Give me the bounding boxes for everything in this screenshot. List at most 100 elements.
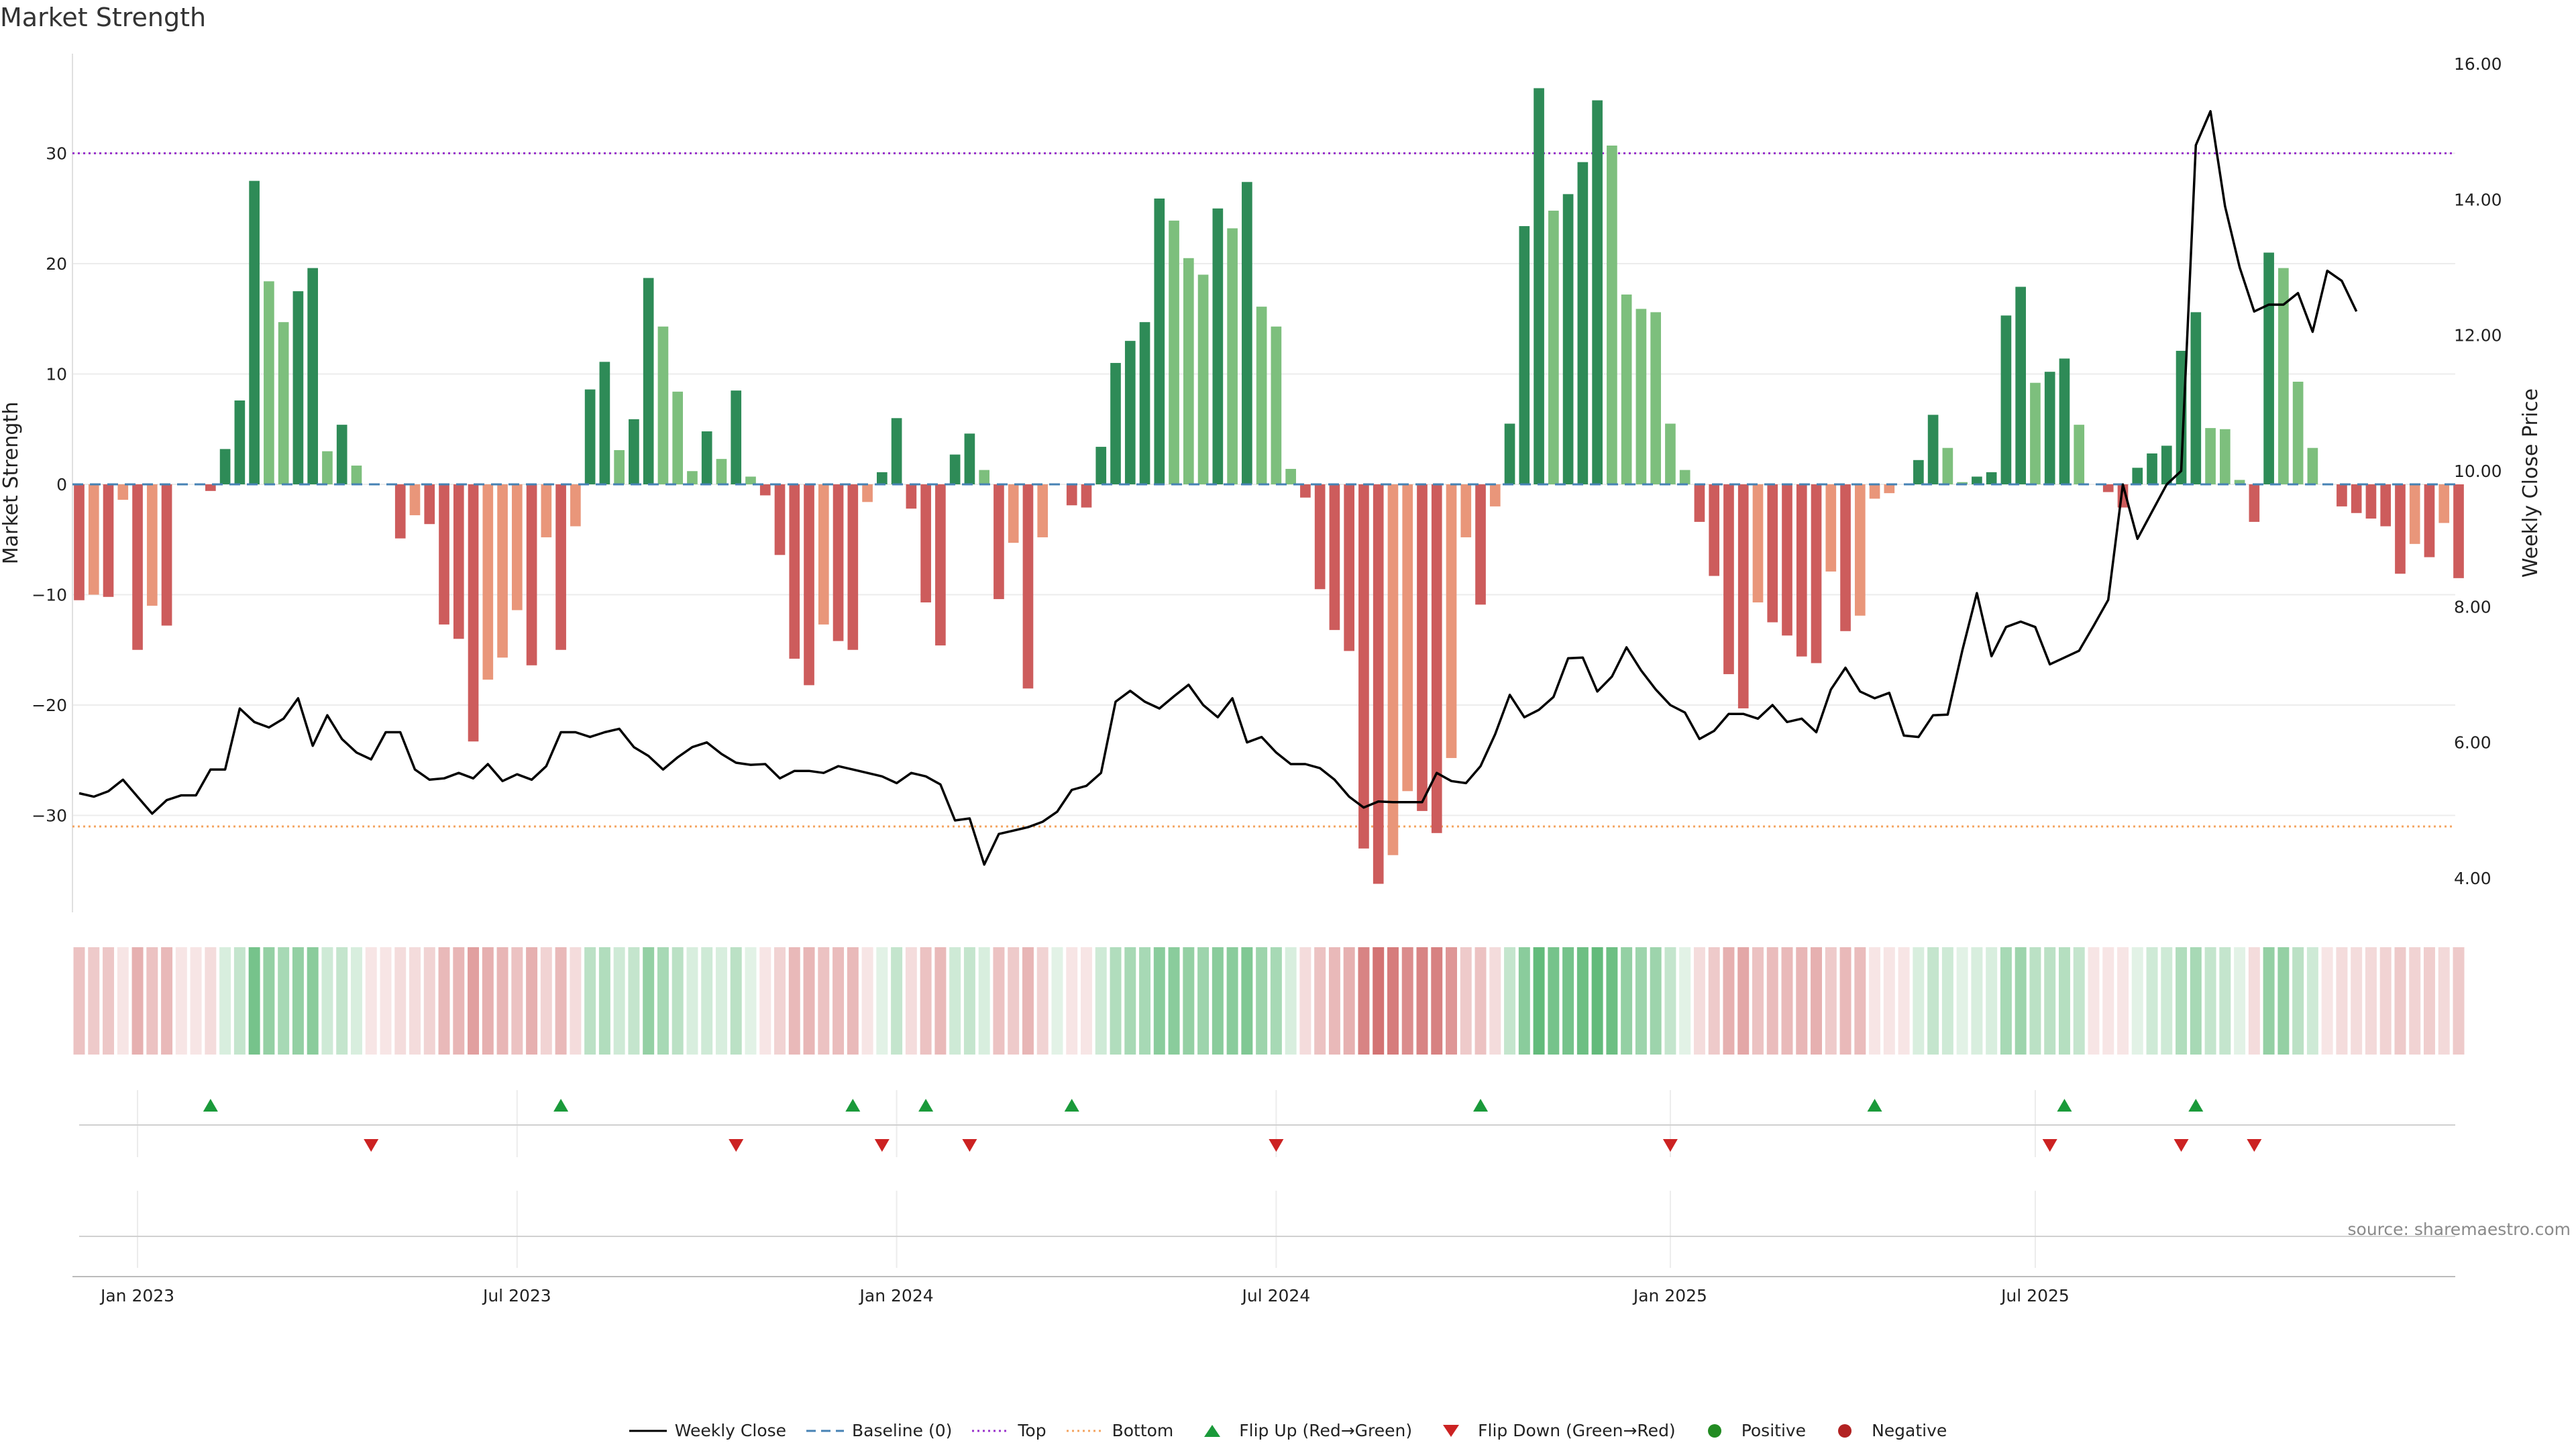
heatmap-cell bbox=[1854, 947, 1866, 1055]
heatmap-cell bbox=[2176, 947, 2188, 1055]
y-axis-right-title: Weekly Close Price bbox=[2519, 388, 2542, 578]
y-right-tick-label: 12.00 bbox=[2454, 326, 2502, 345]
strength-bar bbox=[88, 484, 99, 595]
heatmap-cell bbox=[1606, 947, 1618, 1055]
heatmap-cell bbox=[1621, 947, 1633, 1055]
strength-bar bbox=[1548, 211, 1559, 484]
heatmap-cell bbox=[1416, 947, 1428, 1055]
strength-bar bbox=[2219, 429, 2231, 484]
heatmap-cell bbox=[1139, 947, 1151, 1055]
heatmap-cell bbox=[1153, 947, 1165, 1055]
strength-bar bbox=[409, 484, 421, 516]
heatmap-cell bbox=[380, 947, 392, 1055]
heatmap-cell bbox=[2409, 947, 2421, 1055]
heatmap-cell bbox=[219, 947, 231, 1055]
strength-bar bbox=[774, 484, 786, 555]
strength-bar bbox=[1650, 312, 1661, 484]
heatmap-cell bbox=[891, 947, 903, 1055]
heatmap-cell bbox=[876, 947, 888, 1055]
strength-bar bbox=[526, 484, 537, 665]
strength-bar bbox=[482, 484, 494, 680]
strength-bar bbox=[1679, 470, 1690, 484]
heatmap-cell bbox=[643, 947, 655, 1055]
heatmap-cell bbox=[1693, 947, 1705, 1055]
heatmap-cell bbox=[2263, 947, 2275, 1055]
strength-bar bbox=[1972, 476, 1982, 484]
strength-bar bbox=[906, 484, 917, 509]
strength-bar bbox=[979, 470, 989, 484]
legend-label: Negative bbox=[1872, 1421, 1947, 1440]
strength-bar bbox=[1737, 484, 1749, 708]
strength-bar bbox=[117, 484, 129, 500]
heatmap-cell bbox=[2015, 947, 2027, 1055]
flip-up-marker bbox=[553, 1099, 569, 1112]
heatmap-cell bbox=[468, 947, 480, 1055]
dashed-line-icon bbox=[806, 1424, 845, 1438]
heatmap-cell bbox=[1022, 947, 1034, 1055]
strength-bar bbox=[672, 391, 684, 484]
strength-bar bbox=[103, 484, 114, 597]
strength-bar bbox=[1942, 447, 1953, 484]
strength-bar bbox=[2249, 484, 2260, 522]
strength-bar bbox=[1285, 468, 1296, 484]
legend-item-dotted-purple-line: Top bbox=[972, 1421, 1046, 1440]
heatmap-cell bbox=[1460, 947, 1472, 1055]
strength-bar bbox=[877, 472, 888, 484]
x-tick-label: Jan 2025 bbox=[1632, 1286, 1707, 1305]
heatmap-cell bbox=[2117, 947, 2129, 1055]
x-tick-label: Jul 2024 bbox=[1241, 1286, 1311, 1305]
strength-bar bbox=[804, 484, 814, 686]
legend-label: Bottom bbox=[1112, 1421, 1174, 1440]
strength-bar bbox=[964, 433, 975, 484]
heatmap-cell bbox=[2204, 947, 2216, 1055]
heatmap-cell bbox=[2131, 947, 2143, 1055]
strength-bar bbox=[1154, 198, 1165, 484]
strength-bar bbox=[847, 484, 859, 650]
source-label: source: sharemaestro.com bbox=[2347, 1220, 2571, 1239]
strength-bar bbox=[2234, 480, 2245, 484]
heatmap-cell bbox=[963, 947, 975, 1055]
flip-down-marker bbox=[2247, 1139, 2262, 1152]
heatmap-cell bbox=[1737, 947, 1750, 1055]
strength-bar bbox=[264, 281, 274, 484]
strength-bar bbox=[1183, 258, 1194, 484]
heatmap-cell bbox=[555, 947, 567, 1055]
heatmap-cell bbox=[2248, 947, 2260, 1055]
dotted-orange-line-icon bbox=[1066, 1424, 1104, 1438]
strength-bar bbox=[1344, 484, 1355, 651]
strength-bar bbox=[2453, 484, 2464, 578]
heatmap-cell bbox=[2073, 947, 2085, 1055]
strength-bar bbox=[1869, 484, 1880, 499]
strength-bar bbox=[511, 484, 523, 610]
heatmap-cell bbox=[2365, 947, 2377, 1055]
heatmap-cell bbox=[1766, 947, 1778, 1055]
heatmap-cell bbox=[1548, 947, 1560, 1055]
strength-bar bbox=[1197, 274, 1209, 484]
strength-bar bbox=[2161, 445, 2172, 484]
strength-bar bbox=[1358, 484, 1369, 849]
flip-down-marker bbox=[1662, 1139, 1678, 1152]
strength-bar bbox=[2438, 484, 2450, 523]
heatmap-cell bbox=[2336, 947, 2348, 1055]
strength-bar bbox=[2365, 484, 2377, 519]
legend-label: Weekly Close bbox=[674, 1421, 787, 1440]
strength-bar bbox=[555, 484, 566, 650]
heatmap-cell bbox=[1971, 947, 1983, 1055]
strength-bar bbox=[292, 291, 304, 484]
strength-bar bbox=[1621, 294, 1632, 484]
strength-bar bbox=[1767, 484, 1778, 623]
flip-down-marker bbox=[364, 1139, 379, 1152]
heatmap-cell bbox=[1708, 947, 1720, 1055]
strength-bar bbox=[2015, 286, 2027, 484]
strength-bar bbox=[1081, 484, 1092, 508]
strength-bar bbox=[1095, 447, 1107, 484]
heatmap-cell bbox=[672, 947, 684, 1055]
strength-bar bbox=[789, 484, 800, 659]
strength-bar bbox=[394, 484, 406, 539]
strength-bar bbox=[1402, 484, 1413, 792]
strength-bar bbox=[2424, 484, 2435, 557]
strength-bar bbox=[1577, 162, 1589, 484]
heatmap-cell bbox=[1723, 947, 1735, 1055]
